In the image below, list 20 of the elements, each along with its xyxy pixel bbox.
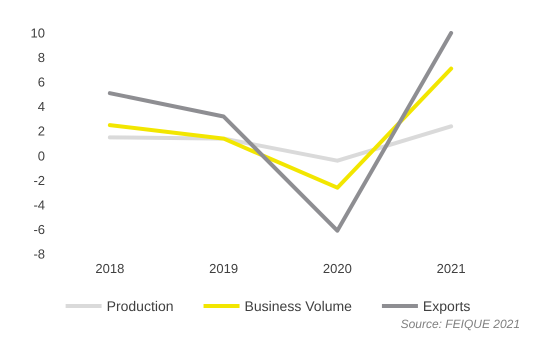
legend-label: Exports xyxy=(422,298,470,314)
y-tick-label: 6 xyxy=(38,74,45,90)
x-tick-label: 2018 xyxy=(95,261,124,276)
y-tick-label: -2 xyxy=(33,172,45,188)
y-tick-label: -4 xyxy=(33,197,45,212)
line-series xyxy=(108,66,454,190)
legend-label: Production xyxy=(106,298,174,314)
source-note: Source: FEIQUE 2021 xyxy=(400,317,520,331)
y-tick-label: 0 xyxy=(38,148,45,164)
y-tick-label: 4 xyxy=(38,99,45,114)
y-tick-label: 10 xyxy=(30,26,45,40)
x-tick-label: 2020 xyxy=(322,261,352,276)
y-tick-label: 2 xyxy=(38,124,45,139)
x-tick-label: 2019 xyxy=(209,261,238,276)
y-tick-label: 8 xyxy=(38,50,45,66)
x-tick-label: 2021 xyxy=(436,261,466,276)
line-series xyxy=(108,31,454,233)
legend-label: Business Volume xyxy=(244,298,352,314)
y-tick-label: -6 xyxy=(33,222,45,237)
y-tick-label: -8 xyxy=(33,246,45,262)
